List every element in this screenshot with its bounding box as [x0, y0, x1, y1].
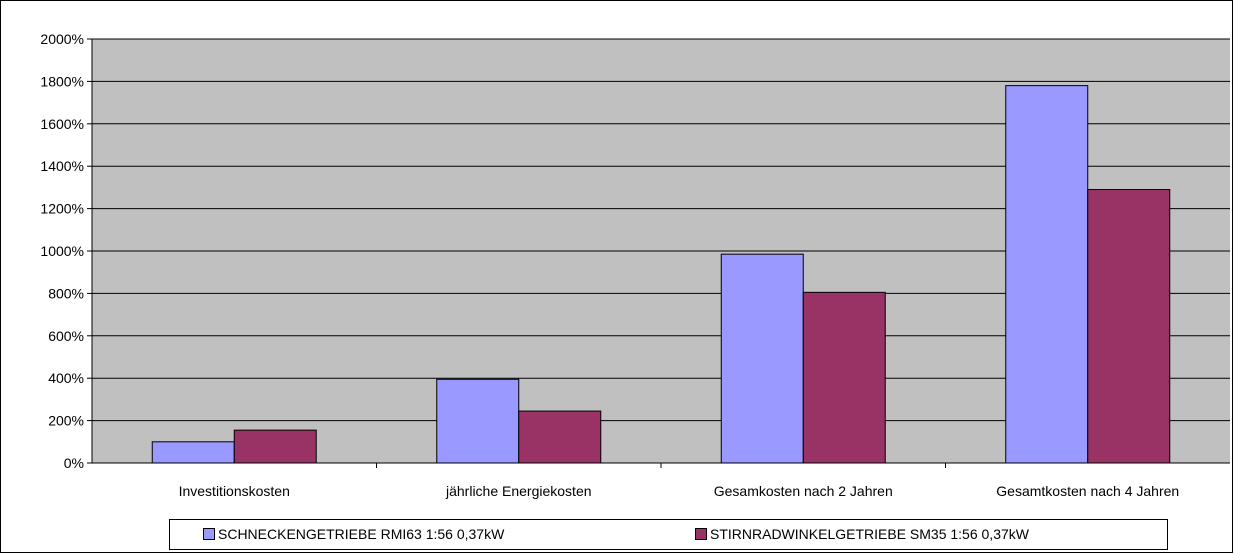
- y-tick-label: 2000%: [40, 31, 84, 47]
- x-tick-label: jährliche Energiekosten: [445, 483, 592, 499]
- legend: SCHNECKENGETRIEBE RMI63 1:56 0,37kW STIR…: [169, 519, 1168, 550]
- y-tick-label: 1800%: [40, 73, 84, 89]
- legend-label-series-2: STIRNRADWINKELGETRIEBE SM35 1:56 0,37kW: [710, 526, 1029, 542]
- legend-label-series-1: SCHNECKENGETRIEBE RMI63 1:56 0,37kW: [218, 526, 505, 542]
- y-tick-label: 0%: [64, 455, 84, 471]
- bar-series-1: [151, 441, 235, 464]
- y-tick-label: 200%: [48, 413, 84, 429]
- bar-series-1: [1005, 85, 1089, 464]
- bar-series-2: [233, 429, 317, 464]
- y-tick-label: 800%: [48, 285, 84, 301]
- x-tick-labels: Investitionskosten jährliche Energiekoste…: [179, 483, 1180, 499]
- bar-series-1: [436, 378, 520, 464]
- y-tick-labels: 0% 200% 400% 600% 800% 1000% 1200% 1400% 1600% 18…: [40, 31, 84, 471]
- y-tick-label: 1200%: [40, 201, 84, 217]
- bar-series-2: [518, 410, 602, 464]
- x-tick-label: Gesamtkosten nach 4 Jahren: [996, 483, 1179, 499]
- y-tick-label: 1400%: [40, 158, 84, 174]
- legend-item-series-2: STIRNRADWINKELGETRIEBE SM35 1:56 0,37kW: [695, 526, 1029, 542]
- bars: [151, 85, 1171, 464]
- legend-swatch-series-1: [203, 528, 215, 540]
- x-tick-label: Investitionskosten: [179, 483, 290, 499]
- x-tick-label: Gesamkosten nach 2 Jahren: [714, 483, 893, 499]
- y-tick-label: 600%: [48, 328, 84, 344]
- legend-item-series-1: SCHNECKENGETRIEBE RMI63 1:56 0,37kW: [203, 526, 504, 542]
- bar-series-2: [802, 291, 886, 464]
- bar-series-2: [1087, 189, 1171, 464]
- y-tick-label: 400%: [48, 370, 84, 386]
- legend-swatch-series-2: [695, 528, 707, 540]
- bar-series-1: [720, 253, 804, 464]
- y-tick-label: 1600%: [40, 116, 84, 132]
- y-tick-label: 1000%: [40, 243, 84, 259]
- axes: [87, 38, 1230, 468]
